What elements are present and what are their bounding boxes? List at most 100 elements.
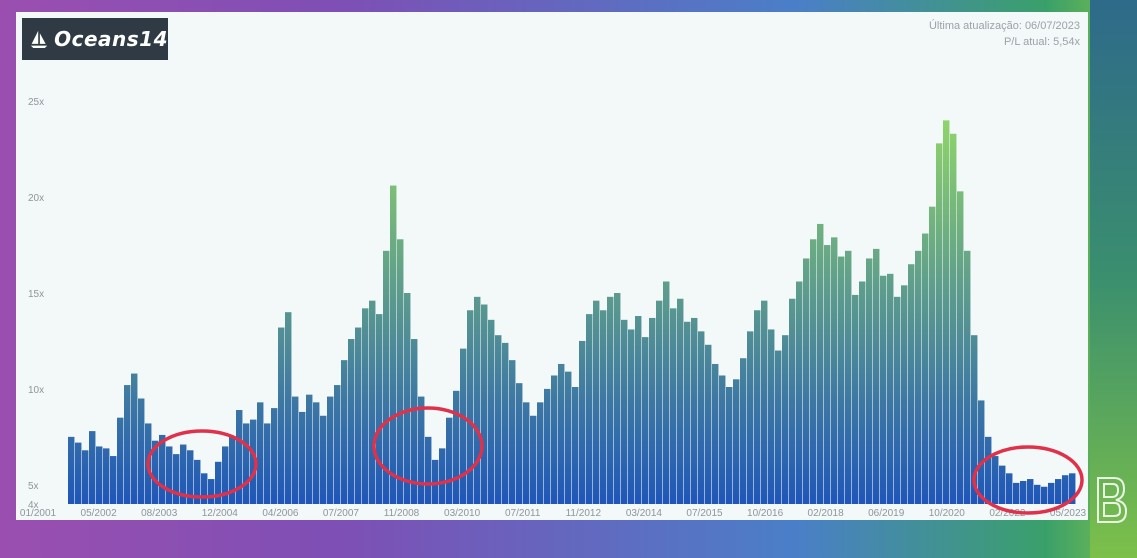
pl-bar	[558, 363, 565, 504]
pl-bar	[894, 296, 901, 504]
pl-bar	[271, 408, 278, 504]
pl-bar	[439, 448, 446, 504]
pl-bar	[796, 281, 803, 504]
x-tick-label: 04/2006	[262, 508, 299, 519]
pl-bar	[509, 360, 516, 504]
pl-bar	[1048, 482, 1055, 504]
pl-bar	[376, 314, 383, 504]
pl-bar	[859, 281, 866, 504]
pl-bar	[1041, 486, 1048, 504]
pl-bar	[327, 396, 334, 504]
low-pl-circle-2022	[972, 445, 1084, 515]
pl-bar	[411, 339, 418, 504]
pl-history-chart: 4x 5x 10x 15x 20x 25x 01/2001 05/2002 08/2003 12…	[20, 97, 1087, 519]
pl-bar	[565, 371, 572, 504]
pl-bar	[635, 316, 642, 504]
pl-bar	[845, 250, 852, 504]
pl-bar	[89, 431, 96, 504]
pl-bar	[229, 436, 236, 504]
pl-bar	[936, 143, 943, 504]
x-tick-label: 12/2004	[202, 508, 239, 519]
pl-bar	[1062, 475, 1069, 504]
pl-bar	[803, 258, 810, 504]
x-tick-label: 06/2019	[868, 508, 905, 519]
pl-bar	[880, 275, 887, 504]
pl-bar	[1006, 473, 1013, 504]
pl-bar	[334, 385, 341, 504]
pl-bar	[593, 300, 600, 504]
oceans14-logo: Oceans14	[22, 18, 168, 60]
pl-bar	[551, 375, 558, 504]
pl-bar	[1034, 484, 1041, 504]
pl-bar	[341, 360, 348, 504]
x-tick-label: 03/2010	[444, 508, 481, 519]
pl-bar	[369, 300, 376, 504]
x-tick-label: 02/2022	[989, 508, 1026, 519]
pl-bar	[418, 396, 425, 504]
pl-bar	[1069, 473, 1076, 504]
pl-bar	[677, 298, 684, 504]
pl-bar	[152, 440, 159, 504]
pl-bar	[285, 312, 292, 504]
pl-bar	[495, 335, 502, 504]
pl-bar	[292, 396, 299, 504]
x-tick-label: 07/2007	[323, 508, 360, 519]
pl-bar	[180, 444, 187, 504]
pl-bar	[75, 442, 82, 504]
side-decoration	[1090, 0, 1137, 558]
pl-bar	[817, 223, 824, 504]
pl-bar	[187, 450, 194, 504]
x-tick-label: 10/2020	[929, 508, 966, 519]
x-tick-label: 07/2011	[505, 508, 541, 519]
pl-bar	[719, 375, 726, 504]
x-tick-label: 10/2016	[747, 508, 784, 519]
pl-bar	[747, 331, 754, 504]
pl-bar	[873, 248, 880, 504]
pl-bar	[453, 390, 460, 504]
pl-bar	[131, 373, 138, 504]
pl-bar	[929, 206, 936, 504]
pl-bar	[915, 250, 922, 504]
pl-bar	[712, 363, 719, 504]
pl-bar	[523, 402, 530, 504]
pl-bar	[705, 344, 712, 504]
pl-bar	[670, 308, 677, 504]
pl-bar	[782, 335, 789, 504]
pl-bar	[642, 337, 649, 504]
pl-bar	[950, 133, 957, 504]
pl-bar	[761, 300, 768, 504]
pl-bar	[82, 450, 89, 504]
pl-bar	[159, 434, 166, 504]
pl-bar	[124, 385, 131, 504]
x-tick-label: 11/2012	[566, 508, 602, 519]
pl-bar	[236, 410, 243, 504]
pl-bar	[110, 456, 117, 504]
pl-bar	[355, 327, 362, 504]
pl-bar	[278, 327, 285, 504]
pl-bar	[733, 379, 740, 504]
pl-bar	[530, 415, 537, 504]
x-tick-label: 07/2015	[686, 508, 723, 519]
pl-bar	[201, 473, 208, 504]
x-tick-label: 05/2002	[81, 508, 118, 519]
pl-bar	[320, 415, 327, 504]
pl-bar	[978, 400, 985, 504]
y-tick-label: 10x	[28, 385, 44, 396]
pl-bar	[222, 446, 229, 504]
pl-bar	[943, 120, 950, 505]
pl-bar	[390, 185, 397, 504]
pl-bar	[572, 386, 579, 504]
pl-bar	[600, 310, 607, 504]
pl-bar	[362, 308, 369, 504]
pl-bar	[299, 411, 306, 504]
pl-bar	[1027, 479, 1034, 504]
pl-bar	[656, 300, 663, 504]
pl-bar	[264, 423, 271, 504]
pl-bar	[194, 459, 201, 504]
pl-bar	[908, 264, 915, 504]
pl-bar	[964, 250, 971, 504]
pl-bar	[607, 296, 614, 504]
pl-bar	[215, 461, 222, 504]
pl-bar	[810, 239, 817, 505]
pl-bar	[957, 191, 964, 504]
